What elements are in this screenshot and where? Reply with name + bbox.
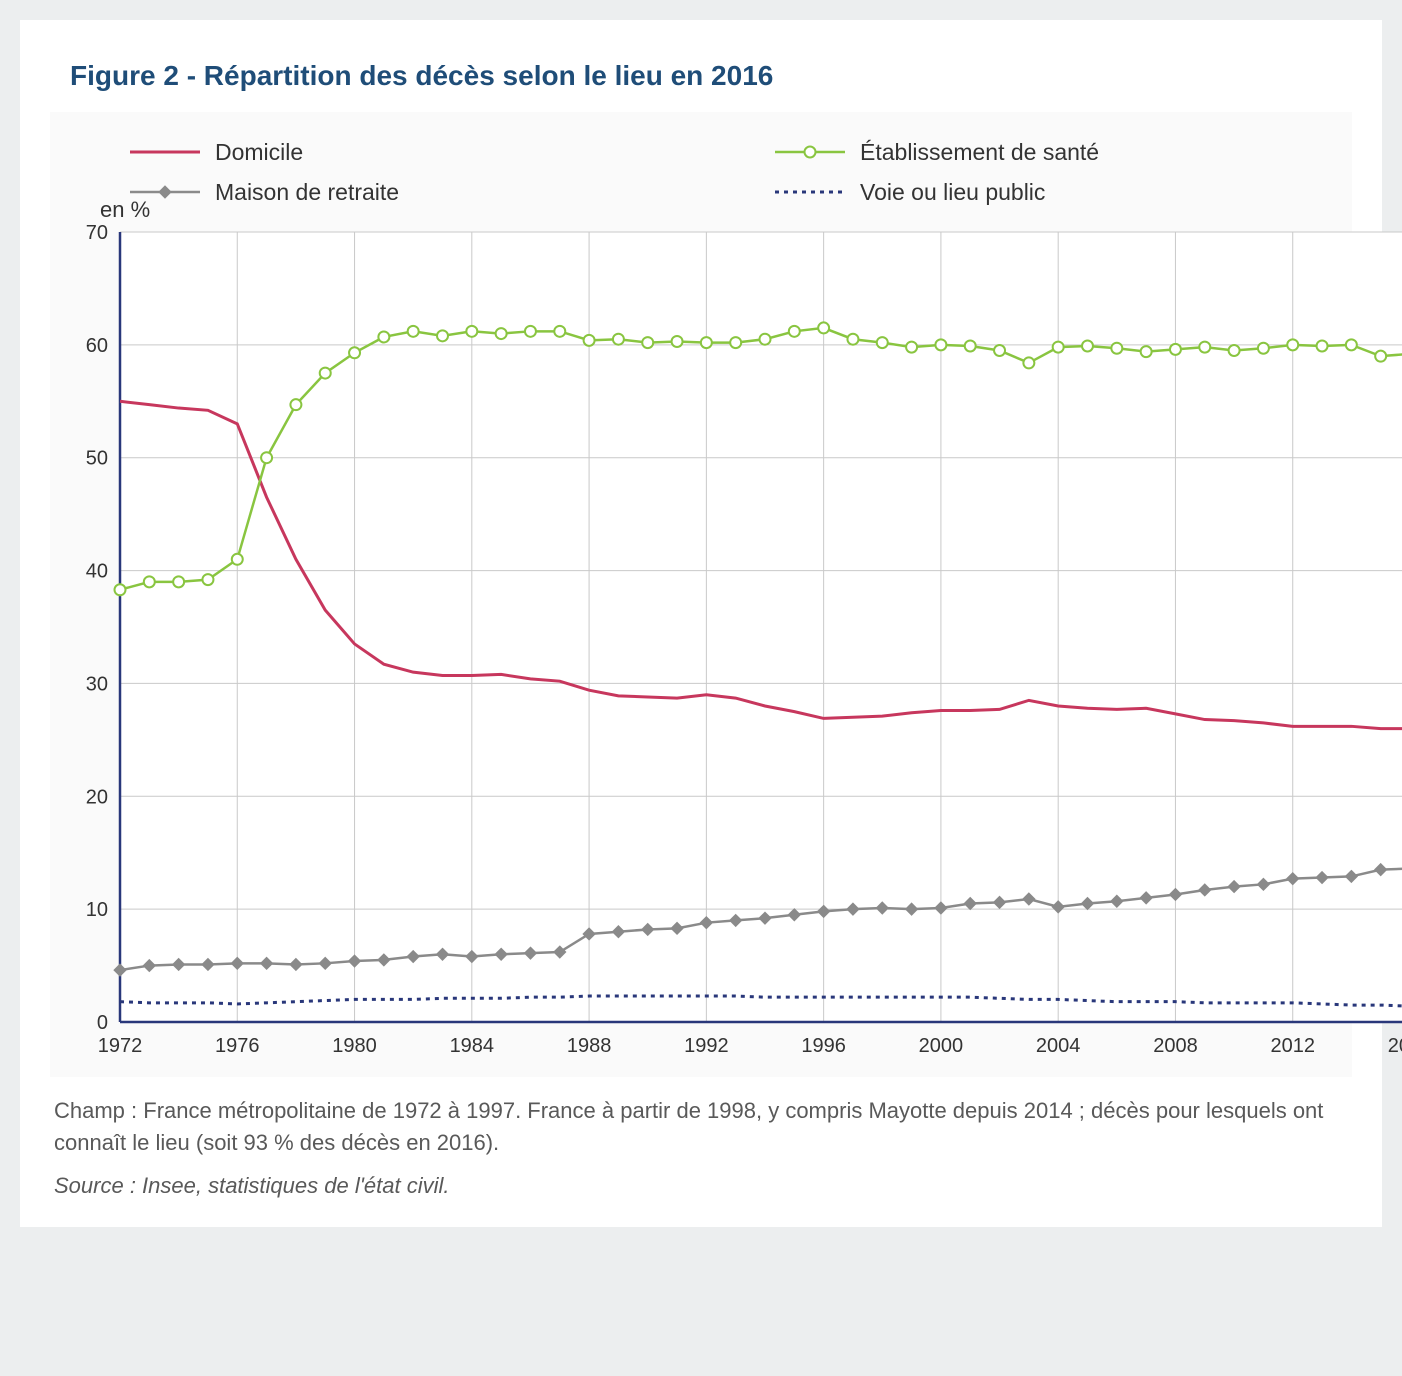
line-chart: 0 10 20 30 40 50 60 70 1972 1976 1980 1984 1988 1992 1… bbox=[50, 122, 1402, 1077]
svg-text:50: 50 bbox=[86, 448, 108, 470]
svg-text:1992: 1992 bbox=[684, 1035, 729, 1057]
svg-text:60: 60 bbox=[86, 335, 108, 357]
chart-container: 0 10 20 30 40 50 60 70 1972 1976 1980 1984 1988 1992 1… bbox=[50, 112, 1352, 1077]
svg-text:20: 20 bbox=[86, 786, 108, 808]
svg-text:1996: 1996 bbox=[801, 1035, 846, 1057]
svg-text:en %: en % bbox=[100, 197, 150, 222]
svg-text:0: 0 bbox=[97, 1012, 108, 1034]
svg-text:1984: 1984 bbox=[450, 1035, 495, 1057]
page: Figure 2 - Répartition des décès selon l… bbox=[0, 0, 1402, 1247]
svg-text:Domicile: Domicile bbox=[215, 139, 303, 165]
svg-text:70: 70 bbox=[86, 222, 108, 244]
svg-text:Voie ou lieu public: Voie ou lieu public bbox=[860, 179, 1045, 205]
svg-text:2008: 2008 bbox=[1153, 1035, 1198, 1057]
figure-caption: Champ : France métropolitaine de 1972 à … bbox=[54, 1095, 1352, 1159]
svg-text:Établissement de santé: Établissement de santé bbox=[860, 139, 1099, 165]
svg-text:2016: 2016 bbox=[1388, 1035, 1402, 1057]
svg-text:40: 40 bbox=[86, 561, 108, 583]
svg-text:1972: 1972 bbox=[98, 1035, 143, 1057]
svg-text:2012: 2012 bbox=[1270, 1035, 1315, 1057]
svg-text:2004: 2004 bbox=[1036, 1035, 1081, 1057]
svg-text:10: 10 bbox=[86, 899, 108, 921]
svg-text:1988: 1988 bbox=[567, 1035, 612, 1057]
figure-title: Figure 2 - Répartition des décès selon l… bbox=[70, 60, 1352, 92]
figure-source: Source : Insee, statistiques de l'état c… bbox=[54, 1173, 1352, 1199]
svg-text:Maison de retraite: Maison de retraite bbox=[215, 179, 399, 205]
svg-text:1976: 1976 bbox=[215, 1035, 259, 1057]
svg-text:30: 30 bbox=[86, 673, 108, 695]
figure-panel: Figure 2 - Répartition des décès selon l… bbox=[20, 20, 1382, 1227]
svg-text:1980: 1980 bbox=[332, 1035, 377, 1057]
svg-text:2000: 2000 bbox=[919, 1035, 964, 1057]
